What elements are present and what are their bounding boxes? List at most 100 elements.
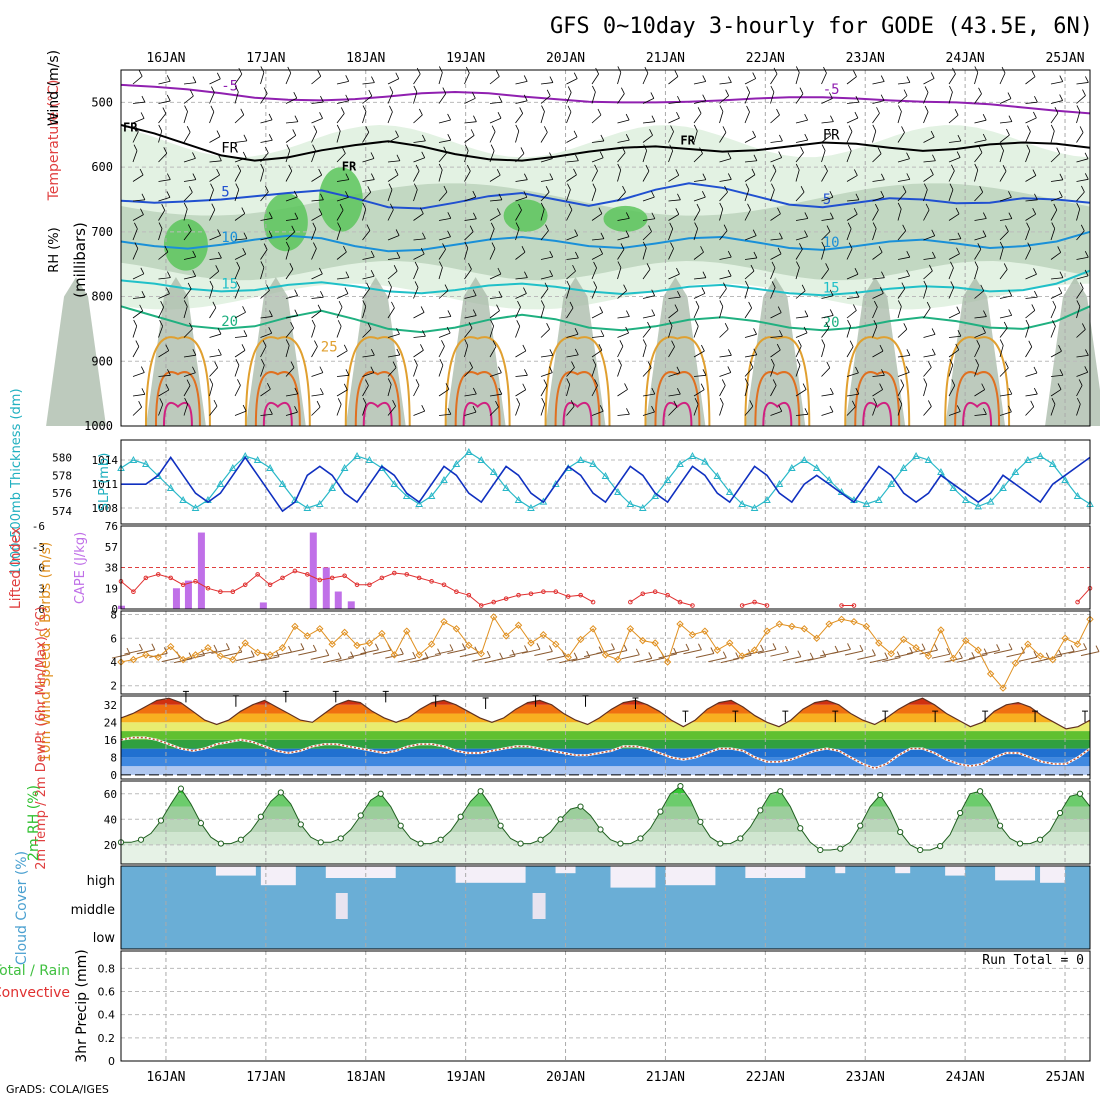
wind-barb xyxy=(617,169,622,182)
wind10-barb xyxy=(248,658,267,664)
wind-barb xyxy=(515,209,522,221)
wind10-barb xyxy=(633,657,652,663)
wind-barb xyxy=(311,117,323,124)
low-isotherm-dome xyxy=(344,336,411,427)
wind-barb xyxy=(311,346,318,358)
low-isotherm-dome xyxy=(662,401,693,427)
wind-speed-marker xyxy=(1036,652,1045,660)
wind-barb-tick xyxy=(876,107,880,114)
li-marker xyxy=(441,582,447,588)
wind-barb xyxy=(770,335,783,338)
wind-barb-tick xyxy=(643,144,648,151)
wind-barb xyxy=(617,316,630,319)
wind-speed-marker xyxy=(278,644,287,652)
wind10-barb-tick xyxy=(598,646,603,653)
wind-barb xyxy=(438,169,443,182)
date-label-bottom: 16JAN xyxy=(146,1070,185,1085)
wind-speed-marker xyxy=(601,651,610,659)
wind-barb-tick xyxy=(1008,191,1012,198)
wind-barb-tick xyxy=(134,242,139,249)
wind-barb xyxy=(1025,150,1031,163)
wind-barb-tick xyxy=(930,168,934,175)
wind-barb-tick xyxy=(773,67,778,75)
wind-barb xyxy=(566,189,571,202)
wind-barb-tick xyxy=(237,379,241,386)
wind-barb-tick xyxy=(595,67,600,75)
wind-barb xyxy=(897,372,910,377)
wind-barb-tick xyxy=(619,340,624,347)
wind-barb-tick xyxy=(1084,152,1089,159)
wind-barb xyxy=(999,231,1009,241)
temp-axis-label: 2m Temp / 2m DewPt (6hr Min/Max) (°C) xyxy=(34,606,49,869)
wind-barb xyxy=(642,231,652,241)
rh-marker xyxy=(457,813,464,820)
wind-barb xyxy=(158,326,163,338)
li-tick: 3 xyxy=(38,582,45,595)
wind-barb-tick xyxy=(617,261,622,268)
panel-frame xyxy=(120,950,1091,1062)
wind-barb xyxy=(591,238,604,241)
wind-barb xyxy=(285,218,298,221)
wind-barb xyxy=(260,236,273,241)
wind-barb-tick xyxy=(669,222,674,229)
wind-barb xyxy=(795,139,808,143)
wind-barb xyxy=(591,287,597,299)
wind-barb-tick xyxy=(727,250,732,258)
wind-barb-tick xyxy=(413,183,418,190)
wind-barb xyxy=(336,306,343,319)
wind-barb xyxy=(999,393,1012,397)
wind-barb xyxy=(1050,277,1063,280)
wind-barb xyxy=(387,92,394,104)
wind-barb-tick xyxy=(566,378,571,385)
wind-barb xyxy=(464,97,476,104)
wind10-barb-tick xyxy=(722,651,727,658)
wind-barb-tick xyxy=(316,400,321,408)
wind10-barb-tick xyxy=(847,643,851,650)
rh-marker xyxy=(996,822,1004,829)
rh-marker xyxy=(277,789,284,796)
rh-marker xyxy=(297,821,304,828)
wind-barb-tick xyxy=(594,164,598,172)
wind-barb xyxy=(668,393,681,397)
wind-barb-tick xyxy=(727,366,732,373)
wind-barb-tick xyxy=(873,320,878,327)
wind-barb xyxy=(515,153,525,163)
wind-barb xyxy=(413,349,424,358)
slp-marker xyxy=(589,459,597,467)
wind-barb xyxy=(668,228,674,241)
wind-barb-tick xyxy=(1082,89,1086,96)
cloud-clear-patch xyxy=(995,866,1036,881)
wind-barb xyxy=(540,158,553,163)
wind-barb xyxy=(183,403,188,416)
wind10-barb xyxy=(124,649,143,655)
wind-barb xyxy=(642,247,647,260)
wind10-barb-tick xyxy=(760,644,765,652)
low-isotherm-dome xyxy=(562,401,593,427)
wind-barb xyxy=(362,328,372,338)
wind-barb-tick xyxy=(670,242,674,249)
wind-speed-line xyxy=(120,615,1091,689)
wind10-barb xyxy=(969,654,988,660)
wind-barb xyxy=(311,296,324,299)
wind-barb xyxy=(183,385,191,397)
wind-barb xyxy=(158,306,165,319)
wind-barb-tick xyxy=(490,144,495,151)
wind-barb-tick xyxy=(668,319,673,327)
cape-bar xyxy=(184,580,192,609)
slp-marker xyxy=(142,459,150,467)
wind-speed-marker xyxy=(303,632,312,640)
wind-barb-tick xyxy=(830,212,834,219)
wind-barb-tick xyxy=(803,326,808,334)
wind-barb-tick xyxy=(544,282,549,289)
li-line xyxy=(120,570,594,607)
cape-bar xyxy=(322,567,330,609)
wind-barb xyxy=(719,354,732,358)
wind-barb-tick xyxy=(702,94,707,101)
wind-barb xyxy=(540,95,551,104)
wind-barb-tick xyxy=(414,281,419,288)
wind-barb-tick xyxy=(492,340,497,347)
wind-barb-tick xyxy=(881,369,885,376)
wind-barb xyxy=(1025,296,1038,299)
wind10-barb-tick xyxy=(499,652,504,659)
wind-barb-tick xyxy=(192,152,196,159)
